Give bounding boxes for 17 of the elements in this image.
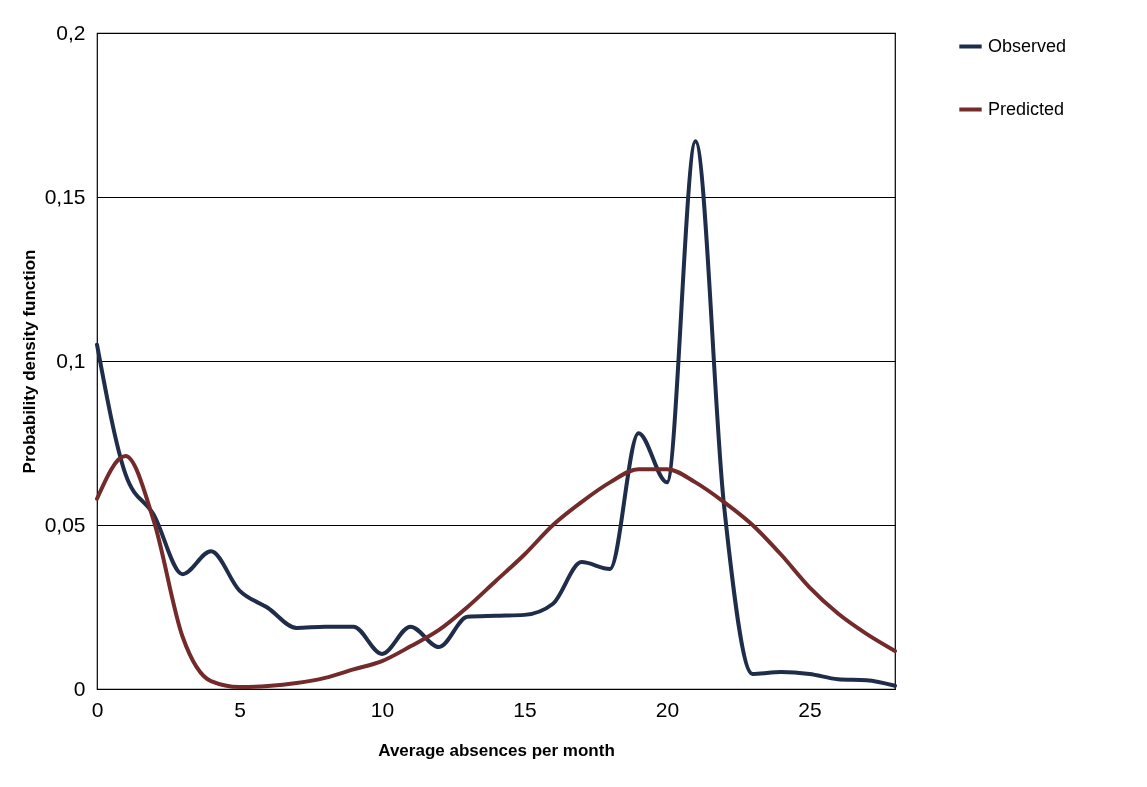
- x-axis-title: Average absences per month: [378, 740, 615, 760]
- x-tick-label: 25: [798, 697, 822, 721]
- line-series: [95, 139, 897, 688]
- y-tick-label: 0,2: [56, 20, 86, 44]
- x-tick-label: 0: [91, 697, 104, 721]
- y-tick-label: 0,15: [44, 184, 86, 208]
- y-tick-label: 0,05: [44, 512, 86, 536]
- legend-label: Observed: [988, 35, 1067, 56]
- x-tick-label: 5: [234, 697, 246, 721]
- x-tick-label: 15: [513, 697, 537, 721]
- line-series: [95, 454, 897, 690]
- y-tick-label: 0,1: [56, 348, 86, 372]
- y-axis-title: Probability density function: [19, 249, 39, 474]
- x-tick-label: 10: [370, 697, 395, 721]
- x-tick-label: 20: [655, 697, 680, 721]
- y-tick-label: 0: [73, 676, 86, 700]
- legend-label: Predicted: [988, 98, 1065, 119]
